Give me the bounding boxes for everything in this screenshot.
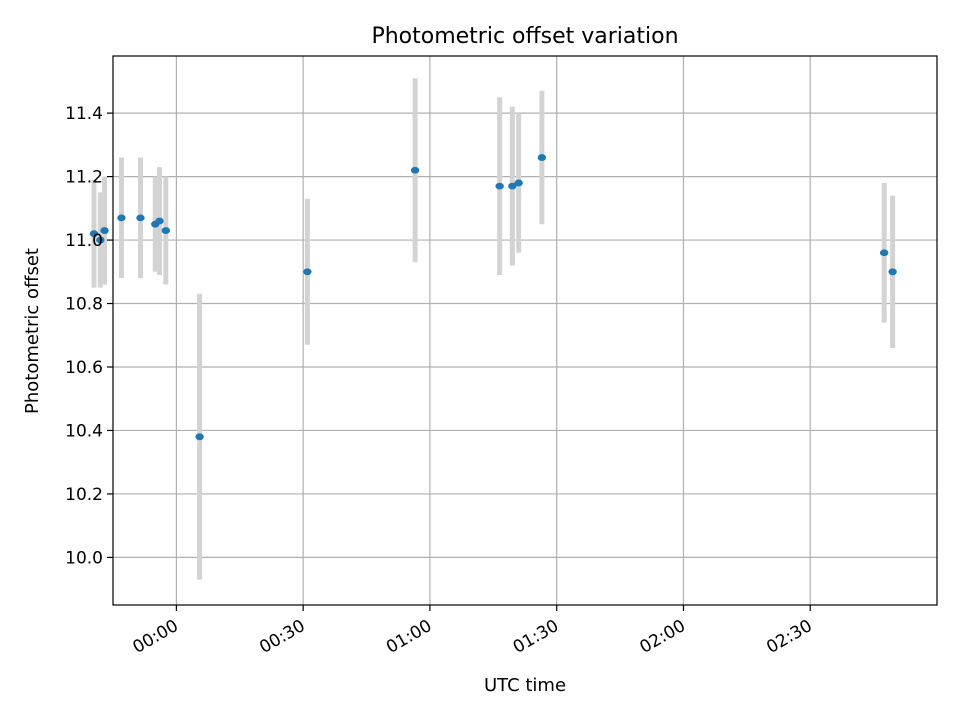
y-tick-label: 10.4 (65, 421, 103, 441)
data-points (89, 154, 897, 441)
data-point (136, 214, 145, 222)
x-axis-label: UTC time (484, 675, 566, 696)
y-tick-label: 11.0 (65, 231, 103, 251)
data-point (195, 433, 204, 441)
y-axis-label: Photometric offset (22, 248, 43, 414)
y-tick-label: 11.4 (65, 104, 103, 124)
data-point (514, 179, 523, 187)
data-point (155, 217, 164, 225)
data-point (96, 236, 105, 244)
y-tick-label: 10.0 (65, 548, 103, 568)
data-point (495, 182, 504, 190)
data-point (89, 230, 99, 238)
y-tick-label: 10.6 (65, 358, 103, 378)
y-tick-label: 11.2 (65, 168, 103, 188)
plot-frame (112, 55, 938, 606)
grid-lines (113, 56, 937, 605)
data-point (100, 227, 109, 234)
chart-title: Photometric offset variation (371, 24, 678, 49)
data-point (410, 166, 420, 174)
data-point (117, 214, 126, 222)
data-point (303, 268, 312, 276)
data-point (161, 227, 171, 234)
y-tick-label: 10.2 (65, 485, 103, 505)
data-point (888, 268, 897, 276)
y-axis-ticks: 10.0 10.2 10.4 10.6 10.8 11.0 11.2 11.4 (65, 104, 113, 568)
data-point (537, 154, 547, 161)
y-tick-label: 10.8 (65, 295, 103, 315)
data-point (879, 249, 889, 257)
data-point (508, 182, 517, 190)
